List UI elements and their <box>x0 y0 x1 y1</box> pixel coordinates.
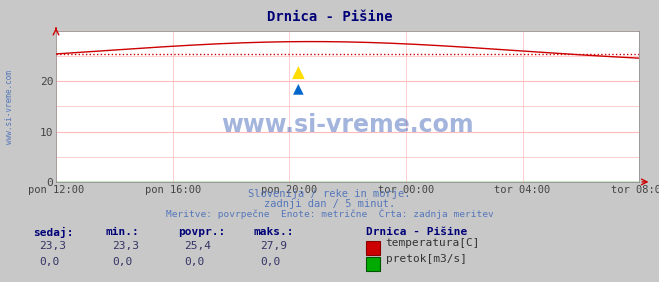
Text: 25,4: 25,4 <box>185 241 212 251</box>
Text: temperatura[C]: temperatura[C] <box>386 238 480 248</box>
Text: 0,0: 0,0 <box>185 257 205 266</box>
Text: ▲: ▲ <box>293 81 303 95</box>
Text: www.si-vreme.com: www.si-vreme.com <box>5 70 14 144</box>
Text: maks.:: maks.: <box>254 227 294 237</box>
Text: 0,0: 0,0 <box>40 257 60 266</box>
Text: 0,0: 0,0 <box>260 257 281 266</box>
Text: Drnica - Pišine: Drnica - Pišine <box>267 10 392 24</box>
Text: povpr.:: povpr.: <box>178 227 225 237</box>
Text: 23,3: 23,3 <box>40 241 67 251</box>
Text: Drnica - Pišine: Drnica - Pišine <box>366 227 467 237</box>
Text: 0,0: 0,0 <box>112 257 132 266</box>
Text: 23,3: 23,3 <box>112 241 139 251</box>
Text: Slovenija / reke in morje.: Slovenija / reke in morje. <box>248 189 411 199</box>
Text: pretok[m3/s]: pretok[m3/s] <box>386 254 467 264</box>
Text: www.si-vreme.com: www.si-vreme.com <box>221 113 474 136</box>
Text: 27,9: 27,9 <box>260 241 287 251</box>
Text: min.:: min.: <box>105 227 139 237</box>
Text: zadnji dan / 5 minut.: zadnji dan / 5 minut. <box>264 199 395 209</box>
Text: Meritve: povrpečne  Enote: metrične  Črta: zadnja meritev: Meritve: povrpečne Enote: metrične Črta:… <box>165 209 494 219</box>
Text: ▲: ▲ <box>292 64 304 82</box>
Text: sedaj:: sedaj: <box>33 227 73 238</box>
